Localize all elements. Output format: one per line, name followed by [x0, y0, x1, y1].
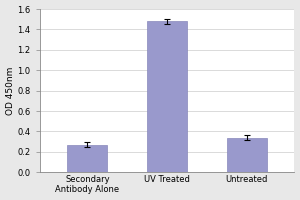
Bar	[147, 21, 187, 172]
Bar	[68, 145, 107, 172]
Y-axis label: OD 450nm: OD 450nm	[6, 66, 15, 115]
Bar	[227, 138, 267, 172]
